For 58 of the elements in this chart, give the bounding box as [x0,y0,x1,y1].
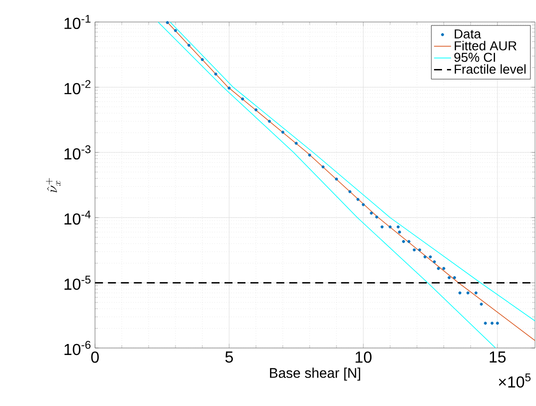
text: ×10$^{5}$ [498,374,531,388]
point [356,198,360,201]
point [453,276,456,280]
y-tick-label: 10$^{-1}$ [64,14,90,30]
legend-label: Data [454,29,482,38]
point [187,44,190,47]
point [214,72,218,76]
point [254,108,258,112]
point [428,255,432,258]
point [418,248,422,252]
point [334,178,338,181]
y-axis-title: $\hat{\nu}_x^+$ [46,178,61,192]
legend-label: Fractile level [454,64,526,74]
legend-label: 95% CI [454,52,495,62]
point [268,120,271,123]
point [348,190,352,194]
x-axis-title: Base shear [N] [270,368,360,381]
point [484,322,487,325]
x-tick-label: 5 [225,352,233,363]
point [362,203,365,206]
point [496,322,499,325]
point [228,86,231,90]
y-tick-label: 10$^{-2}$ [64,80,90,94]
point [424,255,426,258]
x-tick-label: 15 [490,352,506,363]
point [308,154,312,157]
point [241,97,244,100]
y-tick-label: 10$^{-5}$ [64,276,91,290]
point [407,240,410,243]
point [442,266,446,270]
point [322,165,325,168]
point [412,248,416,252]
point [166,21,169,24]
x-tick-label: 0 [91,352,99,363]
point [370,212,373,215]
point [490,322,494,325]
point [474,291,478,294]
point [380,225,384,228]
point [281,130,284,134]
point [448,276,451,280]
point [458,291,462,294]
point [294,142,298,145]
point [432,260,436,264]
legend-label: Fitted AUR [454,40,516,50]
point [200,58,204,62]
x-tick-label: 10 [356,352,372,363]
point [436,266,440,270]
point [480,302,483,306]
y-tick-label: 10$^{-6}$ [64,340,90,356]
point [466,291,470,294]
point [398,230,402,234]
point [375,216,378,219]
point [174,29,177,32]
y-tick-label: 10$^{-3}$ [64,145,90,160]
point [396,225,400,228]
y-tick-label: 10$^{-4}$ [64,210,91,225]
point [402,240,406,243]
point [388,225,392,228]
